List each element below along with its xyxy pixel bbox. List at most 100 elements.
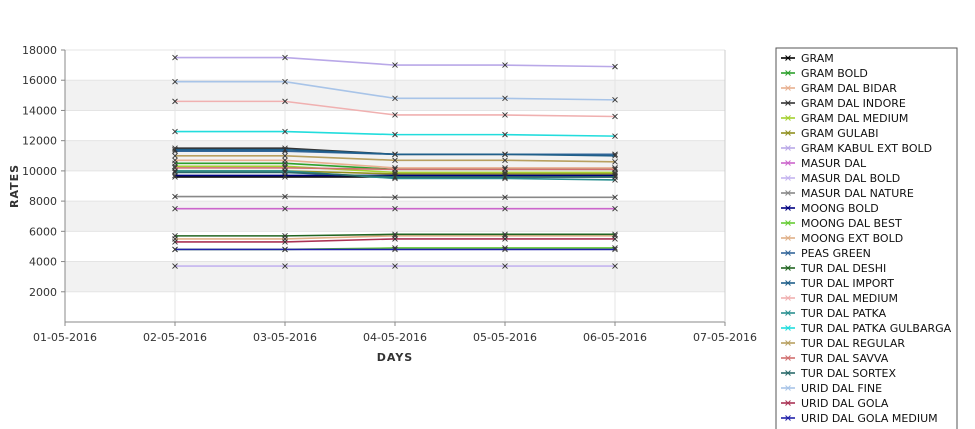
data-point [282, 193, 288, 200]
data-point [392, 157, 398, 164]
data-point [502, 131, 508, 138]
legend: GRAM GRAM BOLD GRAM DAL BIDAR GRAM DAL INDO… [775, 47, 958, 429]
data-point [172, 157, 178, 164]
legend-label: MOONG BOLD [801, 202, 879, 215]
x-tick-label: 05-05-2016 [473, 331, 537, 344]
data-point [612, 113, 618, 120]
legend-item: TUR DAL DESHI [781, 262, 886, 275]
x-tick-label: 02-05-2016 [143, 331, 207, 344]
data-point [612, 263, 618, 269]
legend-item: TUR DAL SORTEX [781, 367, 896, 380]
legend-label: GRAM DAL BIDAR [801, 82, 897, 95]
legend-item: GRAM BOLD [781, 67, 868, 80]
series-masur-dal-nature [172, 193, 618, 201]
legend-item: MASUR DAL BOLD [781, 172, 900, 185]
series-tur-dal-import [172, 146, 618, 159]
legend-marker [785, 385, 791, 391]
data-point [392, 95, 398, 102]
x-axis-title: DAYS [377, 351, 413, 364]
data-point [392, 194, 398, 201]
data-point [282, 165, 288, 171]
legend-label: TUR DAL DESHI [800, 262, 886, 275]
legend-item: MOONG EXT BOLD [781, 232, 903, 245]
data-point [172, 78, 178, 85]
data-point [172, 169, 178, 176]
legend-item: MASUR DAL NATURE [781, 187, 914, 200]
legend-label: TUR DAL PATKA GULBARGA [800, 322, 952, 335]
legend-item: MOONG BOLD [781, 202, 879, 215]
y-tick-label: 10000 [22, 165, 57, 178]
data-point [172, 54, 178, 61]
data-point [502, 263, 508, 269]
data-point [612, 174, 618, 180]
legend-marker [785, 145, 791, 151]
legend-marker [785, 160, 791, 166]
legend-marker [785, 310, 791, 316]
legend-label: TUR DAL PATKA [800, 307, 887, 320]
data-point [282, 233, 288, 239]
series-tur-dal-deshi [172, 231, 618, 239]
legend-marker [785, 115, 791, 121]
data-point [612, 97, 618, 103]
legend-item: URID DAL FINE [781, 382, 882, 395]
legend-item: TUR DAL REGULAR [781, 337, 905, 350]
legend-item: PEAS GREEN [781, 247, 871, 260]
legend-marker [785, 250, 791, 256]
legend-label: MOONG DAL BEST [801, 217, 902, 230]
legend-label: MASUR DAL [801, 157, 867, 170]
legend-label: GRAM GULABI [801, 127, 879, 140]
data-point [282, 205, 288, 212]
x-tick-label: 06-05-2016 [583, 331, 647, 344]
legend-marker [785, 220, 791, 226]
data-point [282, 239, 288, 245]
legend-label: MASUR DAL NATURE [801, 187, 914, 200]
legend-marker [785, 265, 791, 271]
data-point [502, 205, 508, 212]
legend-marker [785, 235, 791, 241]
data-point [502, 95, 508, 102]
legend-label: GRAM BOLD [801, 67, 868, 80]
series-tur-dal-sortex [172, 169, 618, 180]
x-tick-label: 04-05-2016 [363, 331, 427, 344]
series-tur-dal-savva [172, 165, 618, 173]
data-point [392, 151, 398, 158]
data-point [612, 246, 618, 253]
legend-label: GRAM [801, 52, 834, 65]
series-masur-dal [172, 205, 618, 212]
x-tick-label: 07-05-2016 [693, 331, 757, 344]
data-point [392, 246, 398, 253]
legend-item: GRAM DAL MEDIUM [781, 112, 908, 125]
legend-item: TUR DAL MEDIUM [781, 292, 898, 305]
data-point [282, 54, 288, 61]
data-point [502, 112, 508, 118]
legend-marker [785, 205, 791, 211]
legend-item: MOONG DAL BEST [781, 217, 902, 230]
legend-marker [785, 130, 791, 136]
legend-label: URID DAL GOLA [801, 397, 889, 410]
data-point [502, 194, 508, 201]
data-point [612, 231, 618, 238]
data-point [282, 246, 288, 253]
data-point [172, 246, 178, 253]
data-point [502, 157, 508, 164]
legend-marker [785, 370, 791, 376]
series-layer [172, 54, 618, 269]
data-point [172, 239, 178, 245]
data-point [392, 174, 398, 180]
data-point [392, 62, 398, 68]
data-point [282, 128, 288, 135]
x-tick-label: 03-05-2016 [253, 331, 317, 344]
data-point [282, 263, 288, 269]
legend-item: GRAM DAL INDORE [781, 97, 906, 110]
data-point [282, 157, 288, 164]
legend-item: MASUR DAL [781, 157, 867, 170]
legend-marker [785, 190, 791, 196]
y-tick-label: 8000 [29, 195, 57, 208]
legend-label: URID DAL GOLA MEDIUM [801, 412, 938, 425]
legend-marker [785, 55, 791, 61]
data-point [612, 133, 618, 139]
legend-marker [785, 325, 791, 331]
x-tick-label: 01-05-2016 [33, 331, 97, 344]
series-tur-dal-patka-gulbarga [172, 128, 618, 139]
